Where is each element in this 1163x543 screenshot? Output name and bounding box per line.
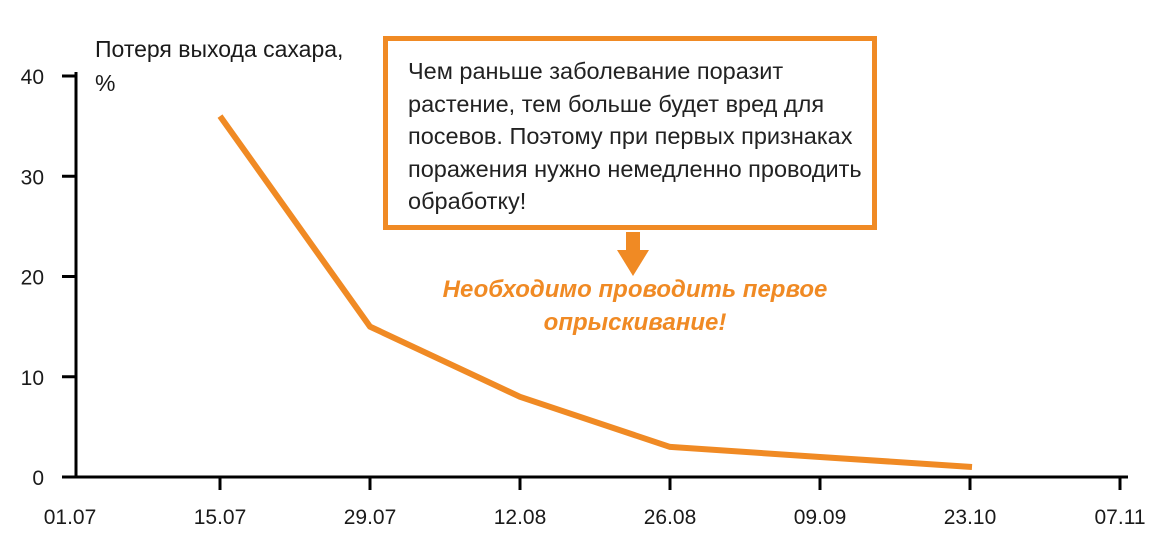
annotation-box: Чем раньше заболевание поразит растение,… bbox=[383, 36, 877, 230]
x-tick-label: 07.11 bbox=[1095, 506, 1146, 529]
annotation-text: Чем раньше заболевание поразит растение,… bbox=[408, 58, 862, 214]
y-tick-label: 0 bbox=[32, 467, 44, 490]
x-tick-label: 29.07 bbox=[344, 506, 397, 529]
chart-axes bbox=[74, 72, 1128, 479]
arrow-down-icon bbox=[617, 232, 649, 276]
y-tick-label: 30 bbox=[21, 166, 44, 189]
y-tick-label: 40 bbox=[21, 66, 44, 89]
x-tick-label: 12.08 bbox=[494, 506, 547, 529]
x-tick-label: 09.09 bbox=[794, 506, 847, 529]
x-tick-label: 26.08 bbox=[644, 506, 697, 529]
chart-series bbox=[217, 114, 973, 470]
series-line bbox=[217, 114, 973, 470]
y-axis-label: Потеря выхода сахара, % bbox=[95, 36, 344, 96]
callout-text: Необходимо проводить первое опрыскивание… bbox=[442, 276, 828, 336]
y-tick-label: 10 bbox=[21, 367, 44, 390]
chart-ticks: 0 10 20 30 40 01.07 15.07 29.07 12.08 26.08 09.09 2… bbox=[21, 66, 1146, 529]
x-tick-label: 23.10 bbox=[944, 506, 997, 529]
x-tick-label: 15.07 bbox=[194, 506, 247, 529]
y-tick-label: 20 bbox=[21, 267, 44, 290]
x-tick-label: 01.07 bbox=[44, 506, 97, 529]
